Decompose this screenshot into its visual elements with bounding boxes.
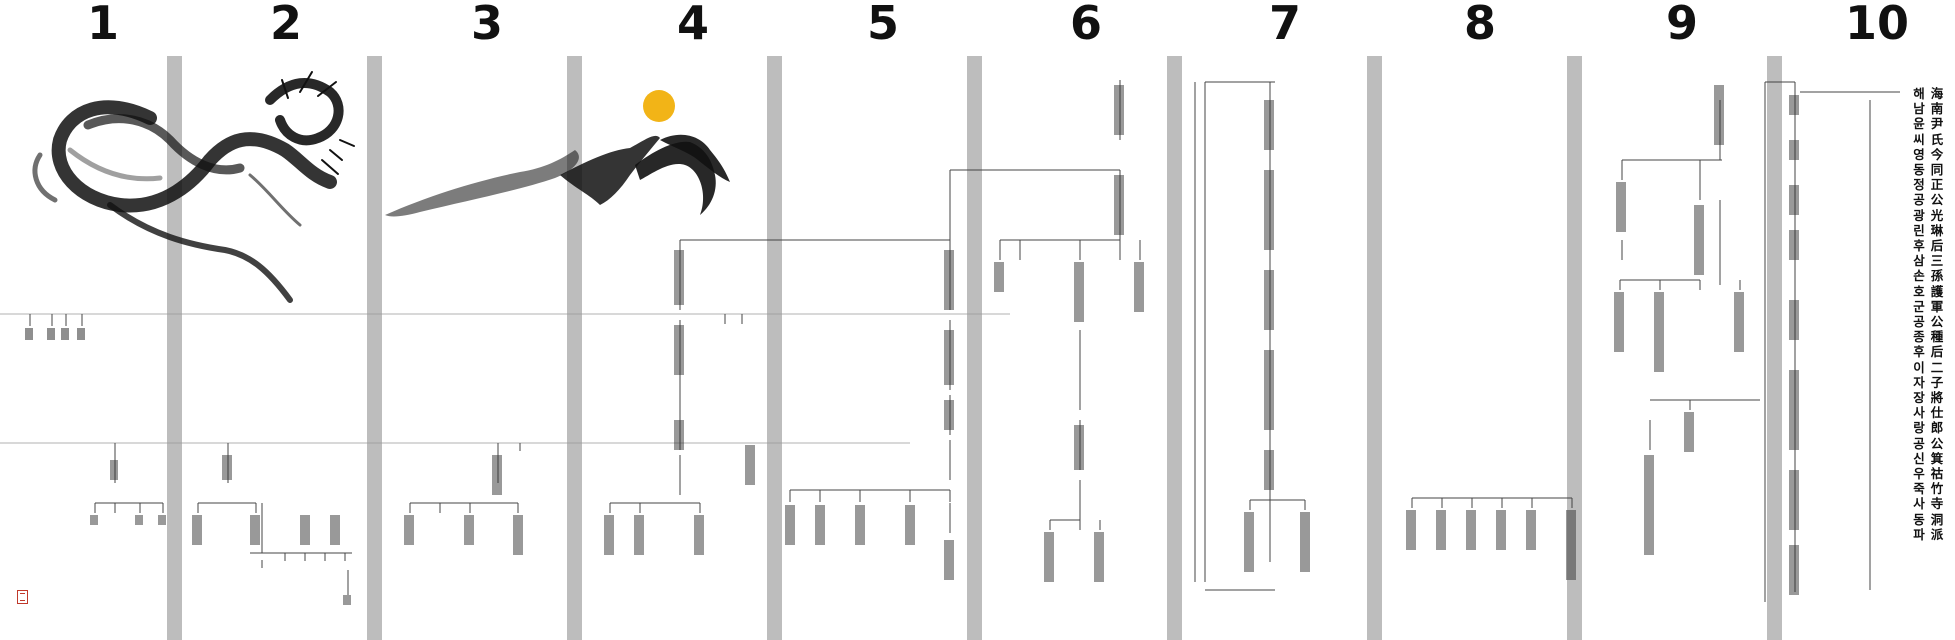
panel-3 [382, 56, 567, 640]
panel-number-2: 2 [269, 0, 302, 50]
panel-divider [367, 56, 382, 640]
panel-divider [967, 56, 982, 640]
panel-8 [1382, 56, 1567, 640]
panel-9 [1582, 56, 1767, 640]
panel-number-header: 1 2 3 4 5 6 7 8 9 10 [0, 0, 1955, 56]
panel-number-6: 6 [1069, 0, 1102, 50]
panel-divider [1367, 56, 1382, 640]
panel-4 [582, 56, 767, 640]
red-seal-stamp-icon [17, 590, 28, 604]
panel-number-8: 8 [1463, 0, 1496, 50]
panel-number-3: 3 [470, 0, 503, 50]
panel-7 [1182, 56, 1367, 640]
panel-1 [0, 56, 167, 640]
panel-divider [567, 56, 582, 640]
panel-divider [167, 56, 182, 640]
panel-number-5: 5 [866, 0, 899, 50]
title-line-hangul: 해남윤씨 영동정공 광린 후 삼손 호군공 종 후 이자 장사랑공 신우 죽사동… [1913, 86, 1925, 542]
panel-number-9: 9 [1665, 0, 1698, 50]
title-line-hanja: 海南尹氏 今同正公 光琳 后 三孫 護軍公 種 后 二子 將仕郎公 箕祜 竹寺 … [1930, 86, 1944, 542]
panel-6 [982, 56, 1167, 640]
panel-number-1: 1 [86, 0, 119, 50]
panel-divider [1167, 56, 1182, 640]
panel-5 [782, 56, 967, 640]
panel-number-10: 10 [1845, 0, 1910, 50]
panel-number-4: 4 [676, 0, 709, 50]
panel-2 [182, 56, 367, 640]
panel-number-7: 7 [1268, 0, 1301, 50]
panel-divider [1767, 56, 1782, 640]
panel-divider [1567, 56, 1582, 640]
panel-divider [767, 56, 782, 640]
